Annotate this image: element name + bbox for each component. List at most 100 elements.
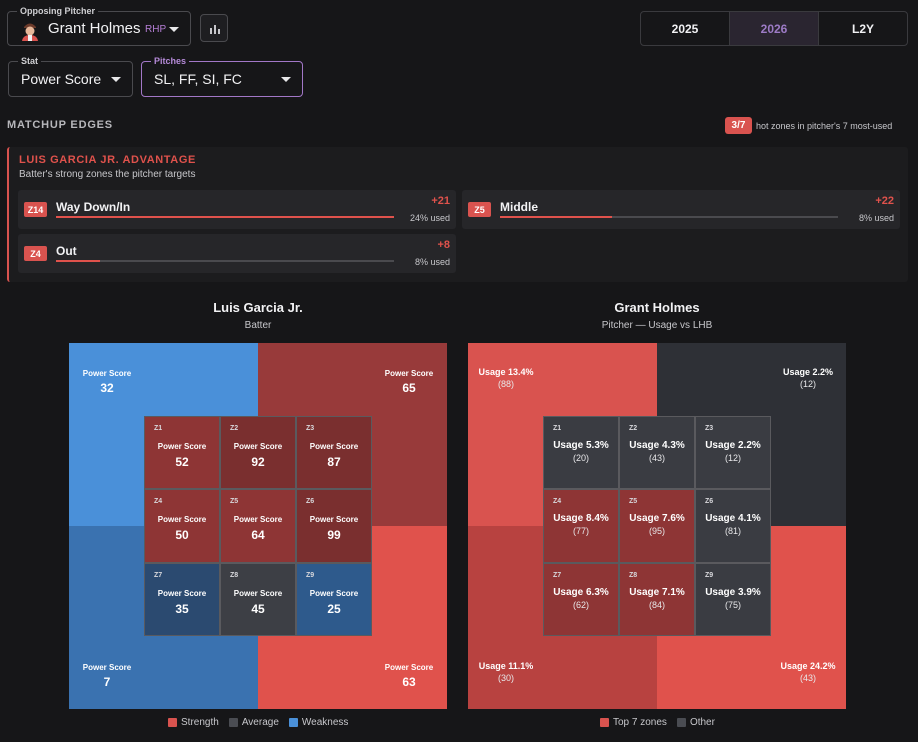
top-zones-swatch [600, 718, 609, 727]
stats-chart-button[interactable] [200, 14, 228, 42]
zone-stat-label: Power Score [309, 515, 359, 525]
zone-value: 45 [251, 601, 265, 616]
quad-usage-value: Usage 24.2% [780, 661, 836, 671]
quad-usage: Usage 13.4% (88) [472, 366, 540, 390]
zone-count: (95) [648, 526, 665, 537]
season-2026-button[interactable]: 2026 [730, 12, 819, 45]
season-2025-button[interactable]: 2025 [641, 12, 730, 45]
zone-id: Z5 [230, 498, 239, 506]
batter-strike-zone-grid: Z1 Power Score 52 Z2 Power Score 92 Z3 Power … [144, 416, 372, 636]
pitches-select[interactable]: Pitches SL, FF, SI, FC [141, 56, 303, 97]
zone-cell[interactable]: Z9 Usage 3.9% (75) [695, 562, 771, 636]
zone-count: (62) [572, 599, 589, 610]
zone-cell[interactable]: Z3 Power Score 87 [296, 416, 372, 490]
zone-value: 92 [251, 455, 265, 469]
edge-label: Middle [500, 200, 538, 214]
zone-id: Z2 [629, 425, 638, 432]
quad-usage-value: Usage 2.2% [782, 367, 834, 377]
zone-usage: Usage 4.1% [705, 513, 761, 525]
batter-zone-map: Power Score 32 Power Score 65 Power Scor… [69, 343, 447, 709]
quad-usage-count: (43) [799, 673, 816, 683]
pitcher-title: Grant Holmes [614, 300, 700, 315]
edge-value: +22 [875, 195, 894, 207]
zone-cell[interactable]: Z2 Usage 4.3% (43) [619, 416, 695, 490]
zone-cell[interactable]: Z5 Power Score 64 [220, 489, 296, 563]
quad-stat-label: Power Score [82, 369, 132, 378]
zone-id: Z7 [154, 571, 163, 579]
zone-count: (12) [724, 453, 741, 463]
chevron-down-icon [111, 77, 121, 82]
pitcher-select[interactable]: Opposing Pitcher Grant Holmes RHP [7, 6, 191, 46]
zone-cell[interactable]: Z9 Power Score 25 [296, 562, 372, 636]
zone-id: Z1 [553, 425, 562, 432]
edge-zone-badge: Z14 [24, 202, 47, 217]
pitcher-legend: Top 7 zones Other [600, 717, 725, 728]
zone-cell[interactable]: Z1 Usage 5.3% (20) [543, 416, 619, 490]
zone-cell[interactable]: Z5 Usage 7.6% (95) [619, 489, 695, 563]
pitches-select-legend: Pitches [151, 56, 190, 67]
quad-value: 65 [402, 381, 416, 395]
zone-id: Z6 [705, 498, 714, 506]
average-swatch [228, 718, 238, 727]
zone-id: Z8 [230, 571, 239, 579]
hot-zones-badge: 3/7 [725, 117, 752, 134]
quad-usage: Usage 24.2% (43) [774, 660, 842, 684]
zone-usage: Usage 8.4% [553, 513, 609, 525]
zone-cell[interactable]: Z7 Usage 6.3% (62) [543, 562, 619, 636]
zone-cell[interactable]: Z4 Power Score 50 [144, 489, 220, 563]
batter-legend: Strength Average Weakness [168, 717, 358, 728]
zone-usage: Usage 2.2% [705, 440, 761, 451]
zone-id: Z1 [154, 425, 163, 432]
pitcher-name: Grant Holmes [48, 20, 141, 37]
edge-bar-track [500, 216, 838, 218]
legend-label: Top 7 zones [613, 717, 667, 728]
zone-cell[interactable]: Z8 Power Score 45 [220, 562, 296, 636]
stat-select-legend: Stat [18, 56, 42, 67]
zone-cell[interactable]: Z6 Power Score 99 [296, 489, 372, 563]
zone-cell[interactable]: Z8 Usage 7.1% (84) [619, 562, 695, 636]
edge-label: Way Down/In [56, 200, 131, 214]
zone-count: (43) [648, 453, 665, 463]
zone-cell[interactable]: Z2 Power Score 92 [220, 416, 296, 490]
edge-usage: 24% used [409, 213, 450, 223]
zone-cell[interactable]: Z4 Usage 8.4% (77) [543, 489, 619, 563]
stat-select-value: Power Score [21, 71, 102, 87]
stat-select[interactable]: Stat Power Score [8, 56, 133, 97]
edge-card: Z5 Middle +22 8% used [462, 190, 900, 229]
quad-usage-count: (12) [799, 379, 816, 389]
edge-bar-fill [56, 260, 100, 262]
zone-value: 50 [175, 528, 189, 543]
quad-stat-label: Power Score [384, 663, 434, 672]
zone-cell[interactable]: Z3 Usage 2.2% (12) [695, 416, 771, 490]
zone-id: Z7 [553, 571, 562, 579]
quad-usage-count: (30) [497, 673, 514, 683]
zone-value: 64 [251, 528, 265, 543]
zone-usage: Usage 7.6% [629, 513, 685, 525]
quad-stat-label: Power Score [384, 369, 434, 378]
legend-label: Other [689, 717, 715, 728]
edge-value: +8 [437, 239, 450, 251]
quad-usage-value: Usage 13.4% [478, 367, 534, 377]
pitches-select-value: SL, FF, SI, FC [154, 71, 242, 87]
zone-cell[interactable]: Z1 Power Score 52 [144, 416, 220, 490]
zone-count: (81) [724, 526, 741, 537]
zone-cell[interactable]: Z6 Usage 4.1% (81) [695, 489, 771, 563]
advantage-panel: LUIS GARCIA JR. ADVANTAGE Batter's stron… [7, 147, 908, 282]
zone-value: 87 [327, 455, 341, 469]
zone-id: Z5 [629, 498, 638, 506]
zone-usage: Usage 6.3% [553, 586, 609, 598]
zone-cell[interactable]: Z7 Power Score 35 [144, 562, 220, 636]
strength-swatch [168, 718, 177, 727]
weakness-swatch [288, 718, 298, 727]
season-l2y-button[interactable]: L2Y [851, 21, 874, 36]
zone-id: Z2 [230, 425, 239, 432]
zone-stat-label: Power Score [157, 515, 207, 525]
hot-zones-text: hot zones in pitcher's 7 most-used [756, 121, 893, 131]
zone-count: (84) [648, 599, 665, 610]
batter-title: Luis Garcia Jr. [213, 300, 303, 315]
chevron-down-icon [169, 26, 179, 32]
zone-count: (75) [724, 599, 741, 610]
edge-bar-track [56, 260, 394, 262]
zone-value: 99 [327, 528, 341, 543]
chevron-down-icon [281, 77, 291, 82]
